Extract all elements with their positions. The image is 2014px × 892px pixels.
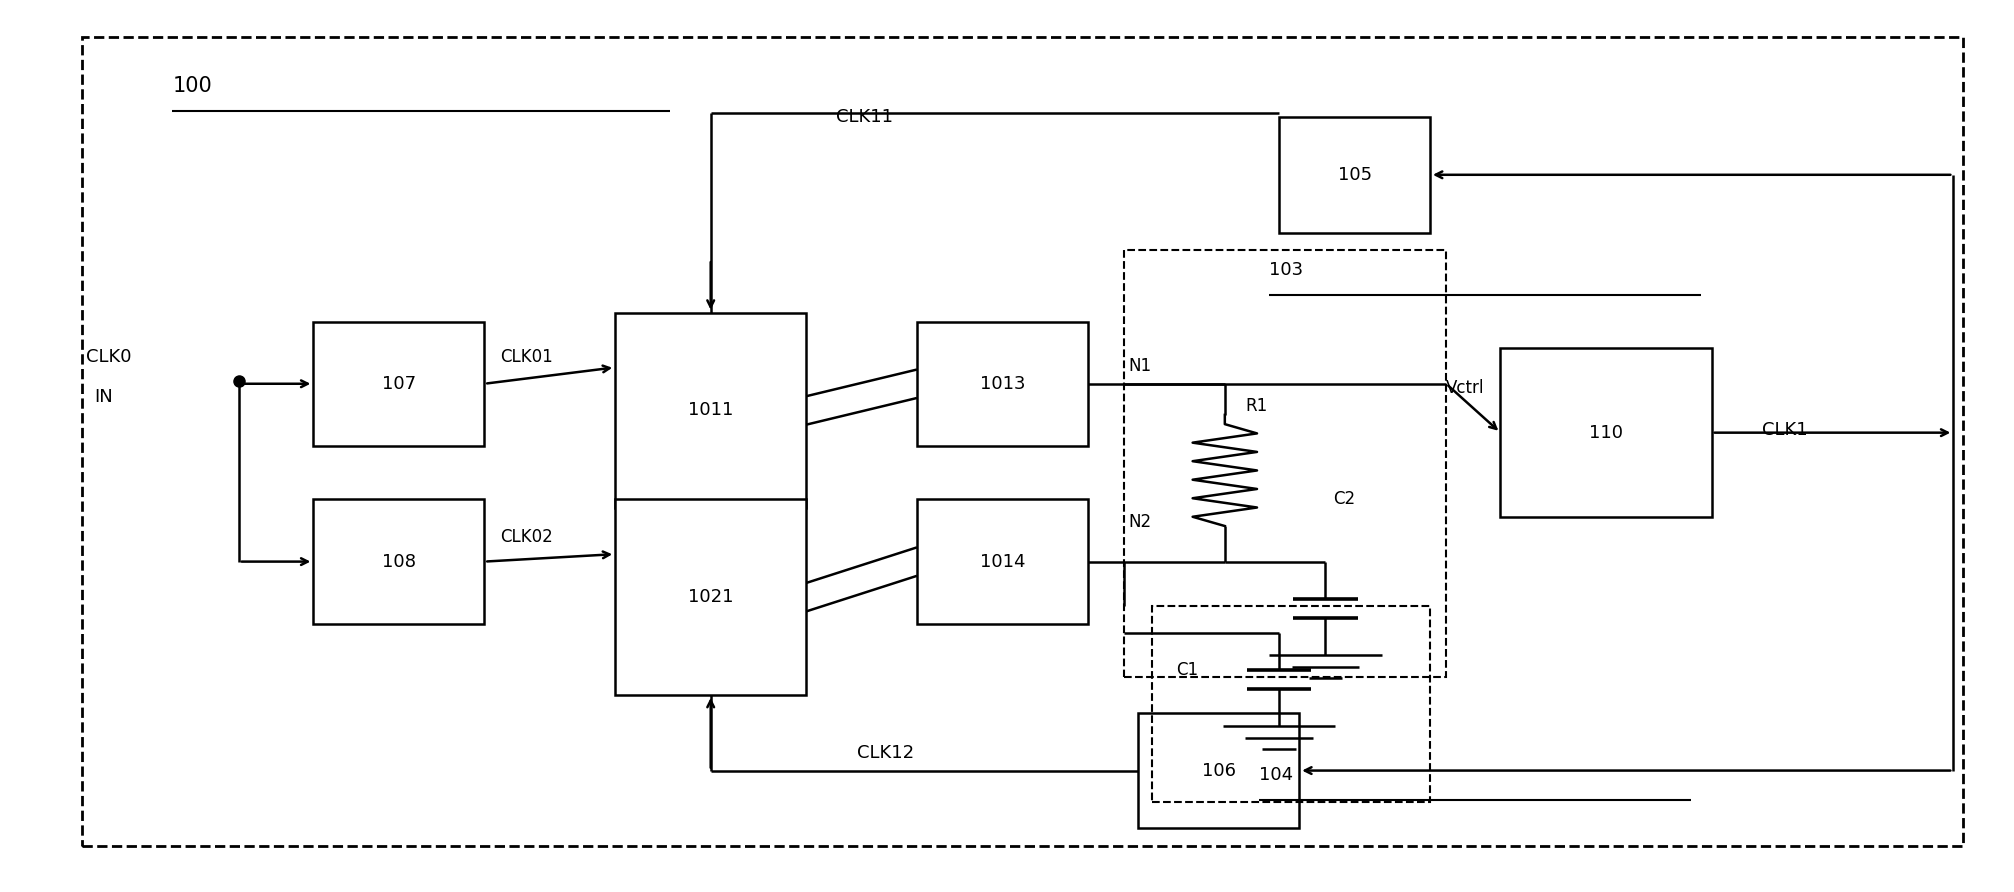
Text: Vctrl: Vctrl	[1446, 379, 1484, 397]
Text: C1: C1	[1176, 661, 1198, 679]
Text: 107: 107	[381, 375, 415, 392]
Text: 100: 100	[173, 76, 211, 95]
Text: 1011: 1011	[687, 401, 733, 419]
Text: N1: N1	[1128, 357, 1150, 375]
Text: CLK01: CLK01	[499, 348, 554, 366]
Bar	[614, 500, 806, 695]
Bar	[1138, 713, 1299, 829]
Text: N2: N2	[1128, 513, 1150, 531]
Bar	[614, 312, 806, 508]
Text: 106: 106	[1200, 762, 1235, 780]
Text: 110: 110	[1589, 424, 1623, 442]
Bar	[1279, 117, 1430, 233]
Bar	[1500, 348, 1712, 517]
Text: CLK1: CLK1	[1760, 421, 1807, 439]
Text: R1: R1	[1245, 397, 1267, 415]
Bar	[312, 500, 483, 624]
Text: 1013: 1013	[979, 375, 1025, 392]
Text: IN: IN	[95, 388, 113, 406]
Text: CLK12: CLK12	[856, 744, 912, 762]
Bar	[1152, 606, 1430, 802]
Text: 104: 104	[1259, 766, 1293, 784]
Text: 1014: 1014	[979, 553, 1025, 571]
Text: 108: 108	[381, 553, 415, 571]
Bar	[312, 321, 483, 446]
Text: 105: 105	[1337, 166, 1372, 184]
Text: 1021: 1021	[687, 588, 733, 607]
Bar	[1124, 251, 1446, 677]
Bar	[916, 500, 1088, 624]
Text: CLK02: CLK02	[499, 528, 554, 546]
Text: CLK11: CLK11	[836, 108, 892, 126]
Bar	[916, 321, 1088, 446]
Text: C2: C2	[1333, 491, 1355, 508]
Text: CLK0: CLK0	[87, 348, 131, 366]
Text: 103: 103	[1269, 261, 1303, 279]
